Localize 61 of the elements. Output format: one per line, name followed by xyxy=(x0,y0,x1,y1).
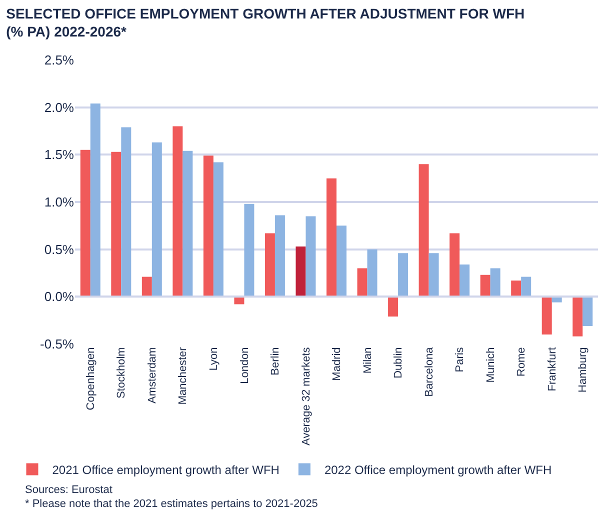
source-note: Sources: Eurostat xyxy=(25,484,112,496)
bar xyxy=(306,216,316,297)
bar xyxy=(152,142,162,297)
y-tick-label: 1.5% xyxy=(44,147,74,162)
y-tick-label: 0.5% xyxy=(44,242,74,257)
bar xyxy=(460,264,470,297)
y-tick-label: 2.0% xyxy=(44,100,74,115)
x-tick-label: Hamburg xyxy=(577,347,590,392)
bar xyxy=(490,268,500,297)
bar xyxy=(111,152,122,297)
bar xyxy=(172,126,183,297)
x-tick-label: London xyxy=(238,347,251,384)
y-tick-label: 1.0% xyxy=(44,194,74,210)
bar xyxy=(296,246,306,297)
bar xyxy=(480,274,490,297)
x-tick-label: Amsterdam xyxy=(146,347,158,404)
bar xyxy=(428,253,439,297)
x-tick-label: Madrid xyxy=(331,347,344,381)
bar xyxy=(213,162,224,297)
bar xyxy=(182,150,193,297)
x-tick-label: Milan xyxy=(362,347,374,374)
legend-label: 2022 Office employment growth after WFH xyxy=(324,462,552,477)
x-tick-label: Rome xyxy=(516,347,528,377)
x-tick-label: Barcelona xyxy=(423,346,436,397)
x-tick-label: Dublin xyxy=(392,347,405,378)
bar xyxy=(367,249,378,297)
y-tick-label: -0.5% xyxy=(40,336,74,352)
x-tick-label: Average 32 markets xyxy=(300,346,312,446)
bar xyxy=(398,253,408,297)
bar xyxy=(203,156,214,297)
bar xyxy=(582,296,593,326)
y-tick-label: 2.5% xyxy=(44,52,74,68)
y-tick-label: 0.0% xyxy=(44,289,74,304)
x-tick-label: Paris xyxy=(454,346,466,372)
legend-label: 2021 Office employment growth after WFH xyxy=(52,462,280,477)
bar xyxy=(572,296,583,336)
x-tick-label: Frankfurt xyxy=(546,347,558,392)
bar xyxy=(542,296,552,335)
bar xyxy=(142,276,152,297)
bar xyxy=(521,276,532,297)
text: * Please note that the 2021 estimates pertains to 2021-2025 xyxy=(25,498,318,510)
bar xyxy=(388,296,398,317)
bar xyxy=(274,215,285,297)
bar xyxy=(336,226,346,297)
bar xyxy=(121,127,132,297)
x-tick-label: Copenhagen xyxy=(84,347,97,410)
chart-title: SELECTED OFFICE EMPLOYMENT GROWTH AFTER ADJUSTMENT FOR WFH (% PA) 2022-2026* xyxy=(6,5,525,40)
bar xyxy=(511,280,522,297)
x-tick-label: Manchester xyxy=(177,346,190,405)
x-tick-label: Berlin xyxy=(270,347,282,376)
x-tick-label: Munich xyxy=(484,347,497,383)
bar xyxy=(244,204,254,297)
bar xyxy=(450,233,460,297)
bar xyxy=(326,178,336,297)
bar xyxy=(357,268,368,297)
bar xyxy=(80,150,90,297)
x-tick-label: Stockholm xyxy=(116,347,128,399)
x-tick-label: Lyon xyxy=(208,347,220,371)
bar xyxy=(90,104,100,297)
bar xyxy=(264,233,275,297)
bar xyxy=(418,164,429,297)
